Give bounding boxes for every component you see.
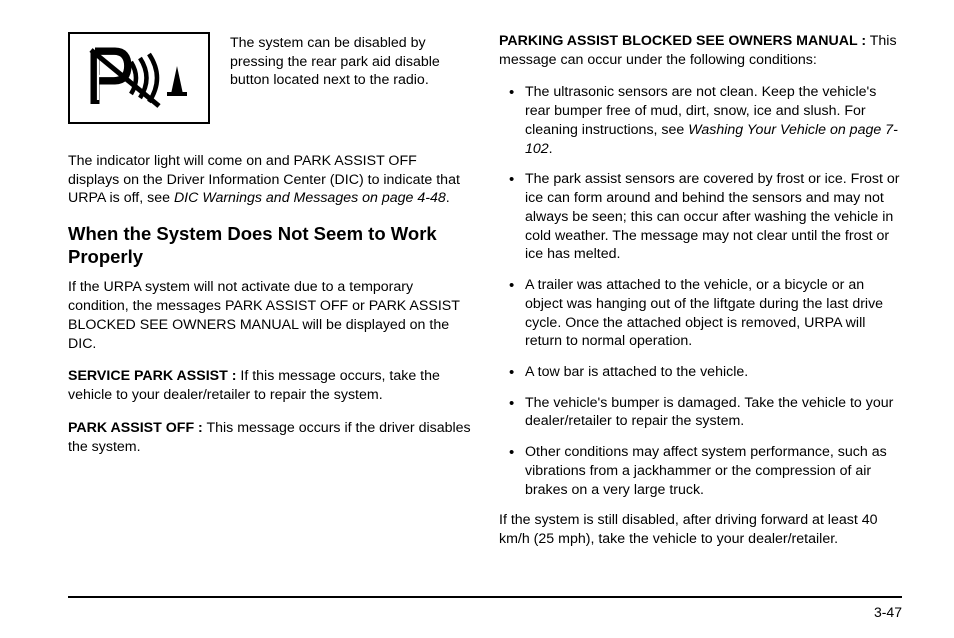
right-column: PARKING ASSIST BLOCKED SEE OWNERS MANUAL… <box>499 32 902 590</box>
text: . <box>446 190 450 206</box>
indicator-light-paragraph: The indicator light will come on and PAR… <box>68 152 471 208</box>
left-column: The system can be disabled by pressing t… <box>68 32 471 590</box>
icon-caption-row: The system can be disabled by pressing t… <box>68 32 471 124</box>
text: . <box>549 141 553 157</box>
parking-assist-blocked-label: PARKING ASSIST BLOCKED SEE OWNERS MANUAL… <box>499 33 866 49</box>
park-assist-off-label: PARK ASSIST OFF : <box>68 420 203 436</box>
list-item: A tow bar is attached to the vehicle. <box>499 363 902 382</box>
urpa-activate-paragraph: If the URPA system will not activate due… <box>68 278 471 353</box>
list-item: The park assist sensors are covered by f… <box>499 170 902 264</box>
text: The vehicle's bumper is damaged. Take th… <box>525 395 893 430</box>
list-item: A trailer was attached to the vehicle, o… <box>499 276 902 351</box>
list-item: The ultrasonic sensors are not clean. Ke… <box>499 83 902 158</box>
text: A trailer was attached to the vehicle, o… <box>525 277 883 349</box>
page-footer: 3-47 <box>68 596 902 620</box>
parking-assist-blocked-paragraph: PARKING ASSIST BLOCKED SEE OWNERS MANUAL… <box>499 32 902 69</box>
list-item: The vehicle's bumper is damaged. Take th… <box>499 394 902 431</box>
text: The park assist sensors are covered by f… <box>525 171 900 262</box>
icon-caption: The system can be disabled by pressing t… <box>230 32 471 90</box>
park-assist-off-icon-frame <box>68 32 210 124</box>
closing-paragraph: If the system is still disabled, after d… <box>499 511 902 548</box>
page-content: The system can be disabled by pressing t… <box>0 0 954 590</box>
page-number: 3-47 <box>68 604 902 620</box>
park-assist-off-icon <box>85 46 193 110</box>
conditions-list: The ultrasonic sensors are not clean. Ke… <box>499 83 902 499</box>
troubleshoot-heading: When the System Does Not Seem to Work Pr… <box>68 222 471 268</box>
service-park-assist-label: SERVICE PARK ASSIST : <box>68 368 236 384</box>
dic-ref: DIC Warnings and Messages on page 4-48 <box>174 190 446 206</box>
footer-rule <box>68 596 902 598</box>
list-item: Other conditions may affect system perfo… <box>499 443 902 499</box>
service-park-assist-paragraph: SERVICE PARK ASSIST : If this message oc… <box>68 367 471 404</box>
park-assist-off-paragraph: PARK ASSIST OFF : This message occurs if… <box>68 419 471 456</box>
text: Other conditions may affect system perfo… <box>525 444 887 497</box>
text: A tow bar is attached to the vehicle. <box>525 364 748 380</box>
